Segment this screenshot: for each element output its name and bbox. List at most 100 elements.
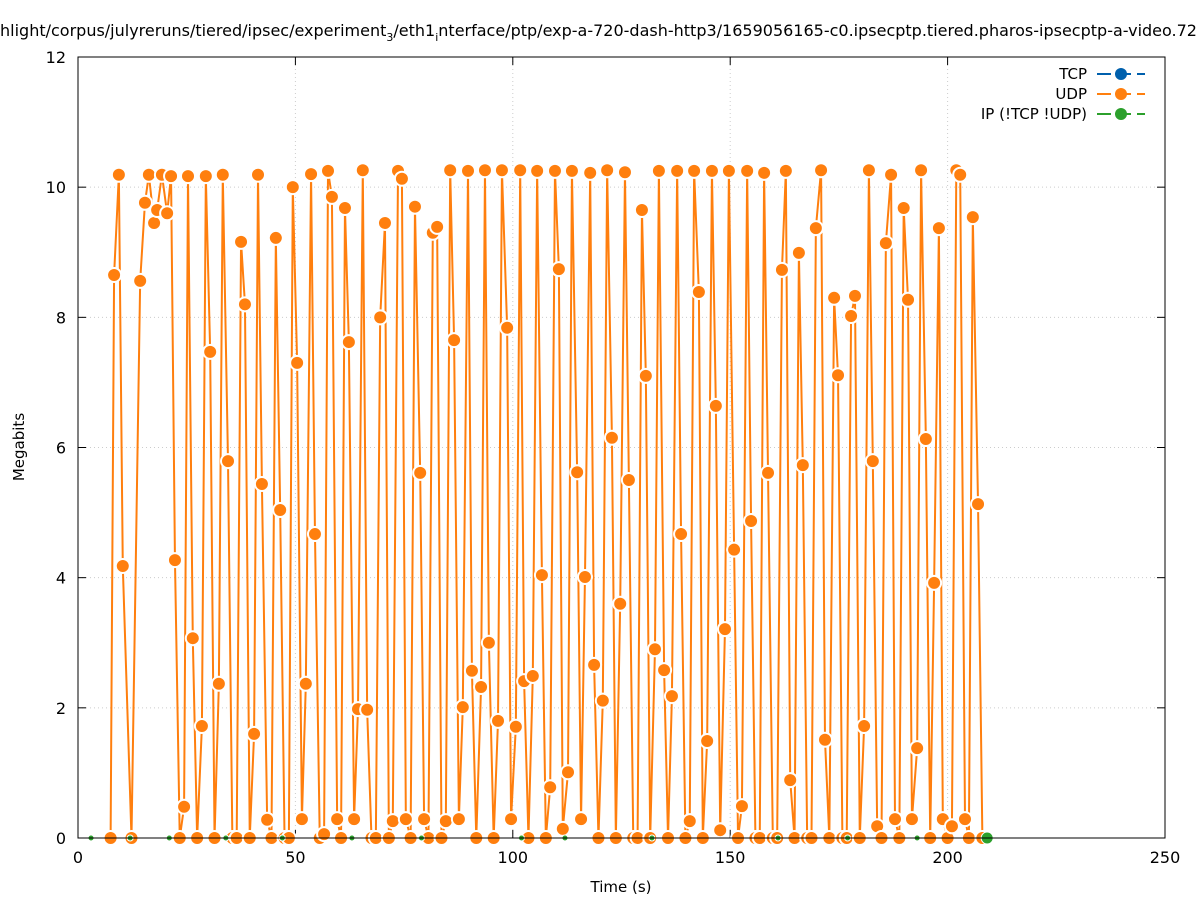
data-point (306, 526, 323, 543)
data-point (316, 826, 333, 843)
x-tick-label: 0 (73, 848, 83, 867)
data-point (416, 811, 433, 828)
data-point (267, 229, 284, 246)
data-point (886, 811, 903, 828)
title-subscript: 3 (386, 31, 393, 44)
data-point (620, 472, 637, 489)
data-point (372, 309, 389, 326)
legend-label: UDP (1055, 85, 1087, 103)
data-point (903, 811, 920, 828)
data-point (446, 332, 463, 349)
data-point (336, 199, 353, 216)
data-point (633, 201, 650, 218)
data-point (576, 569, 593, 586)
data-point (739, 162, 756, 179)
title-part: nterface/ptp/exp-a-720-dash-http3/165905… (438, 21, 1197, 40)
data-point (864, 453, 881, 470)
data-point (233, 233, 250, 250)
data-point (816, 731, 833, 748)
data-point (703, 162, 720, 179)
data-point (507, 718, 524, 735)
data-point (329, 811, 346, 828)
data-point (132, 272, 149, 289)
data-point (476, 162, 493, 179)
data-point (166, 552, 183, 569)
data-point (807, 220, 824, 237)
data-point (663, 688, 680, 705)
data-point (669, 162, 686, 179)
data-point (594, 692, 611, 709)
data-point (442, 162, 459, 179)
data-point (293, 811, 310, 828)
data-point (586, 656, 603, 673)
series-line (109, 167, 984, 842)
data-point (650, 162, 667, 179)
legend-label: TCP (1058, 65, 1087, 83)
data-point (406, 198, 423, 215)
data-point (582, 164, 599, 181)
data-point (429, 218, 446, 235)
legend-label: IP (!TCP !UDP) (981, 105, 1087, 123)
data-point (524, 667, 541, 684)
data-point (846, 287, 863, 304)
data-point (250, 166, 267, 183)
data-point (493, 162, 510, 179)
data-point (529, 162, 546, 179)
data-point (720, 162, 737, 179)
data-point (826, 289, 843, 306)
data-point (830, 367, 847, 384)
data-point (463, 662, 480, 679)
data-point (843, 308, 860, 325)
data-point (883, 166, 900, 183)
plot-border (77, 56, 1166, 839)
data-point (393, 170, 410, 187)
data-point (376, 214, 393, 231)
title-part: hlight/corpus/julyreruns/tiered/ipsec/ex… (0, 21, 386, 40)
data-point (136, 194, 153, 211)
data-point (895, 199, 912, 216)
y-tick-label: 2 (56, 699, 66, 718)
y-tick-label: 4 (56, 569, 66, 588)
data-point (690, 283, 707, 300)
data-point (546, 162, 563, 179)
data-point (246, 725, 263, 742)
data-point (560, 764, 577, 781)
data-point (646, 641, 663, 658)
data-point (726, 541, 743, 558)
data-point (346, 811, 363, 828)
data-point (943, 818, 960, 835)
data-point (913, 162, 930, 179)
data-point (114, 557, 131, 574)
data-point (733, 798, 750, 815)
data-point (554, 820, 571, 837)
data-point (397, 811, 414, 828)
data-point (716, 621, 733, 638)
data-point (297, 675, 314, 692)
data-point (450, 811, 467, 828)
series-layer (87, 162, 994, 846)
data-point (743, 513, 760, 530)
data-point (777, 162, 794, 179)
data-point (503, 811, 520, 828)
data-point (790, 244, 807, 261)
data-point (599, 162, 616, 179)
data-point (412, 464, 429, 481)
data-point (184, 630, 201, 647)
data-point (952, 166, 969, 183)
data-point (699, 733, 716, 750)
data-point (320, 162, 337, 179)
x-tick-label: 150 (715, 848, 746, 867)
y-tick-label: 8 (56, 308, 66, 327)
data-point (900, 291, 917, 308)
data-point (159, 205, 176, 222)
data-point (930, 220, 947, 237)
data-point (303, 166, 320, 183)
data-point (909, 740, 926, 757)
data-point (813, 162, 830, 179)
data-point (197, 168, 214, 185)
data-point (603, 429, 620, 446)
data-point (616, 164, 633, 181)
data-point (202, 343, 219, 360)
data-point (756, 164, 773, 181)
data-point (964, 209, 981, 226)
